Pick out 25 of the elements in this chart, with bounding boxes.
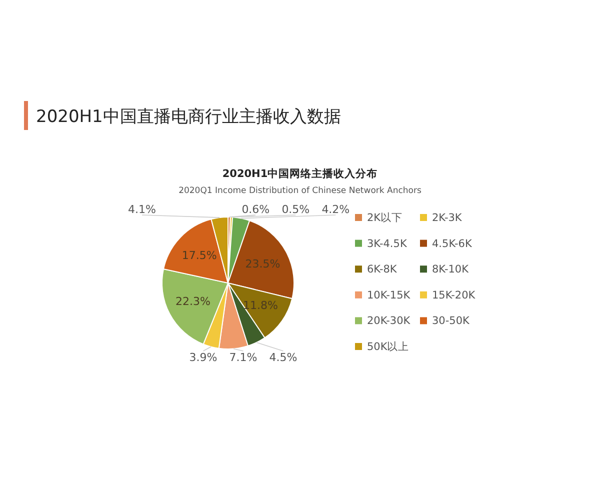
data-label: 4.5% (269, 351, 298, 364)
legend-label: 10K-15K (367, 289, 412, 302)
data-label: 23.5% (245, 258, 280, 271)
data-label: 0.5% (282, 203, 310, 216)
legend-label: 15K-20K (432, 289, 476, 302)
chart-subtitle: 2020H1中国网络主播收入分布 (222, 167, 378, 180)
data-label: 4.1% (128, 203, 156, 216)
legend-label: 30-50K (432, 315, 471, 328)
legend-label: 3K-4.5K (367, 238, 408, 250)
data-label: 17.5% (182, 249, 217, 262)
legend-label: 4.5K-6K (432, 238, 473, 250)
data-label: 4.2% (322, 203, 350, 216)
data-label: 11.8% (242, 299, 278, 312)
legend-label: 50K以上 (367, 340, 410, 353)
data-label: 3.9% (189, 351, 218, 364)
data-label: 22.3% (176, 295, 210, 308)
data-label: 7.1% (229, 351, 258, 364)
chart-title: 2020H1中国直播电商行业主播收入数据 (36, 107, 341, 127)
legend-label: 6K-8K (367, 264, 398, 276)
legend-label: 2K以下 (367, 211, 403, 224)
legend-label: 8K-10K (432, 264, 470, 276)
text: 2020Q1 Income Distribution of Chinese Network Anchors (178, 186, 422, 196)
legend-label: 20K-30K (367, 315, 412, 328)
data-label: 0.6% (242, 203, 270, 216)
legend-label: 2K-3K (432, 212, 463, 224)
